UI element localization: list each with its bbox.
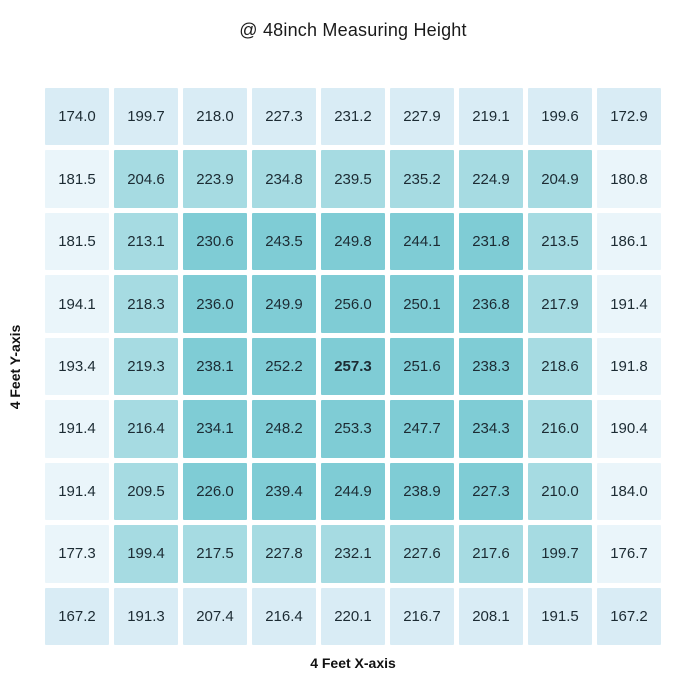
heatmap-cell: 226.0 [183, 462, 247, 521]
heatmap-cell: 231.2 [321, 88, 385, 146]
heatmap-cell: 181.5 [45, 150, 109, 208]
heatmap-cell: 239.4 [252, 462, 316, 521]
heatmap-cell: 223.9 [183, 150, 247, 208]
heatmap-cell: 184.0 [597, 462, 661, 521]
heatmap-cell: 244.9 [321, 462, 385, 521]
heatmap-cell: 249.9 [252, 275, 316, 333]
heatmap-cell: 204.9 [528, 150, 592, 208]
heatmap-cell: 204.6 [114, 150, 178, 208]
heatmap-cell: 249.8 [321, 212, 385, 271]
x-axis-label: 4 Feet X-axis [310, 655, 396, 671]
heatmap-cell: 238.1 [183, 337, 247, 396]
heatmap-cell: 217.9 [528, 275, 592, 333]
heatmap-cell: 227.3 [459, 462, 523, 521]
heatmap-cell: 217.6 [459, 525, 523, 583]
heatmap-cell: 208.1 [459, 587, 523, 645]
heatmap-cell: 191.3 [114, 587, 178, 645]
heatmap-cell: 216.7 [390, 587, 454, 645]
heatmap-cell: 193.4 [45, 337, 109, 396]
heatmap-cell: 236.0 [183, 275, 247, 333]
heatmap-cell: 199.6 [528, 88, 592, 146]
heatmap-cell: 227.6 [390, 525, 454, 583]
heatmap-cell: 220.1 [321, 587, 385, 645]
heatmap-cell: 224.9 [459, 150, 523, 208]
heatmap-cell: 216.4 [252, 587, 316, 645]
heatmap-grid: 174.0 199.7 218.0 227.3 231.2 227.9 219.1 199.6… [45, 88, 661, 645]
heatmap-cell: 199.7 [528, 525, 592, 583]
heatmap-cell: 247.7 [390, 400, 454, 458]
heatmap-cell: 181.5 [45, 212, 109, 271]
heatmap-cell: 227.3 [252, 88, 316, 146]
heatmap-cell: 218.6 [528, 337, 592, 396]
heatmap-cell: 227.8 [252, 525, 316, 583]
heatmap-cell: 180.8 [597, 150, 661, 208]
heatmap-cell: 191.8 [597, 337, 661, 396]
heatmap-cell: 191.5 [528, 587, 592, 645]
heatmap-cell: 250.1 [390, 275, 454, 333]
heatmap-cell: 191.4 [45, 462, 109, 521]
heatmap-cell: 219.3 [114, 337, 178, 396]
heatmap-cell: 217.5 [183, 525, 247, 583]
heatmap-cell: 244.1 [390, 212, 454, 271]
heatmap-cell: 199.7 [114, 88, 178, 146]
heatmap-cell: 216.0 [528, 400, 592, 458]
heatmap-cell: 218.3 [114, 275, 178, 333]
heatmap-cell: 243.5 [252, 212, 316, 271]
heatmap-cell: 230.6 [183, 212, 247, 271]
heatmap-cell: 209.5 [114, 462, 178, 521]
heatmap-cell: 252.2 [252, 337, 316, 396]
heatmap-cell: 236.8 [459, 275, 523, 333]
heatmap-cell: 210.0 [528, 462, 592, 521]
heatmap-cell: 207.4 [183, 587, 247, 645]
heatmap-cell: 174.0 [45, 88, 109, 146]
heatmap-cell: 167.2 [45, 587, 109, 645]
heatmap-cell: 234.3 [459, 400, 523, 458]
heatmap-cell: 251.6 [390, 337, 454, 396]
heatmap-cell: 190.4 [597, 400, 661, 458]
heatmap-cell: 213.1 [114, 212, 178, 271]
heatmap-cell: 176.7 [597, 525, 661, 583]
heatmap-cell: 232.1 [321, 525, 385, 583]
heatmap-cell: 231.8 [459, 212, 523, 271]
heatmap-cell: 177.3 [45, 525, 109, 583]
heatmap-cell: 256.0 [321, 275, 385, 333]
heatmap-cell: 218.0 [183, 88, 247, 146]
heatmap-cell: 194.1 [45, 275, 109, 333]
heatmap-cell: 238.3 [459, 337, 523, 396]
heatmap-cell: 191.4 [45, 400, 109, 458]
heatmap-cell: 199.4 [114, 525, 178, 583]
heatmap-cell: 238.9 [390, 462, 454, 521]
heatmap-cell: 235.2 [390, 150, 454, 208]
heatmap-cell: 234.1 [183, 400, 247, 458]
chart-title: @ 48inch Measuring Height [239, 20, 467, 40]
heatmap-cell: 227.9 [390, 88, 454, 146]
heatmap-cell: 186.1 [597, 212, 661, 271]
heatmap-cell: 248.2 [252, 400, 316, 458]
heatmap-cell: 257.3 [321, 337, 385, 396]
heatmap-cell: 167.2 [597, 587, 661, 645]
heatmap-cell: 219.1 [459, 88, 523, 146]
heatmap-cell: 239.5 [321, 150, 385, 208]
heatmap-cell: 216.4 [114, 400, 178, 458]
heatmap-cell: 253.3 [321, 400, 385, 458]
heatmap-cell: 234.8 [252, 150, 316, 208]
heatmap-cell: 213.5 [528, 212, 592, 271]
heatmap-cell: 191.4 [597, 275, 661, 333]
heatmap-cell: 172.9 [597, 88, 661, 146]
y-axis-label: 4 Feet Y-axis [7, 324, 23, 410]
